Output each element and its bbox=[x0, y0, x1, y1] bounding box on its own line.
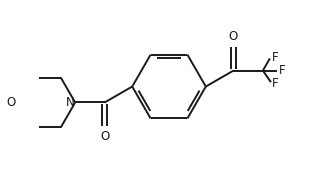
Text: O: O bbox=[7, 96, 16, 109]
Text: N: N bbox=[66, 96, 75, 109]
Text: F: F bbox=[278, 64, 285, 77]
Text: F: F bbox=[272, 77, 279, 90]
Text: O: O bbox=[100, 130, 109, 143]
Text: F: F bbox=[271, 51, 278, 64]
Text: O: O bbox=[229, 30, 238, 43]
